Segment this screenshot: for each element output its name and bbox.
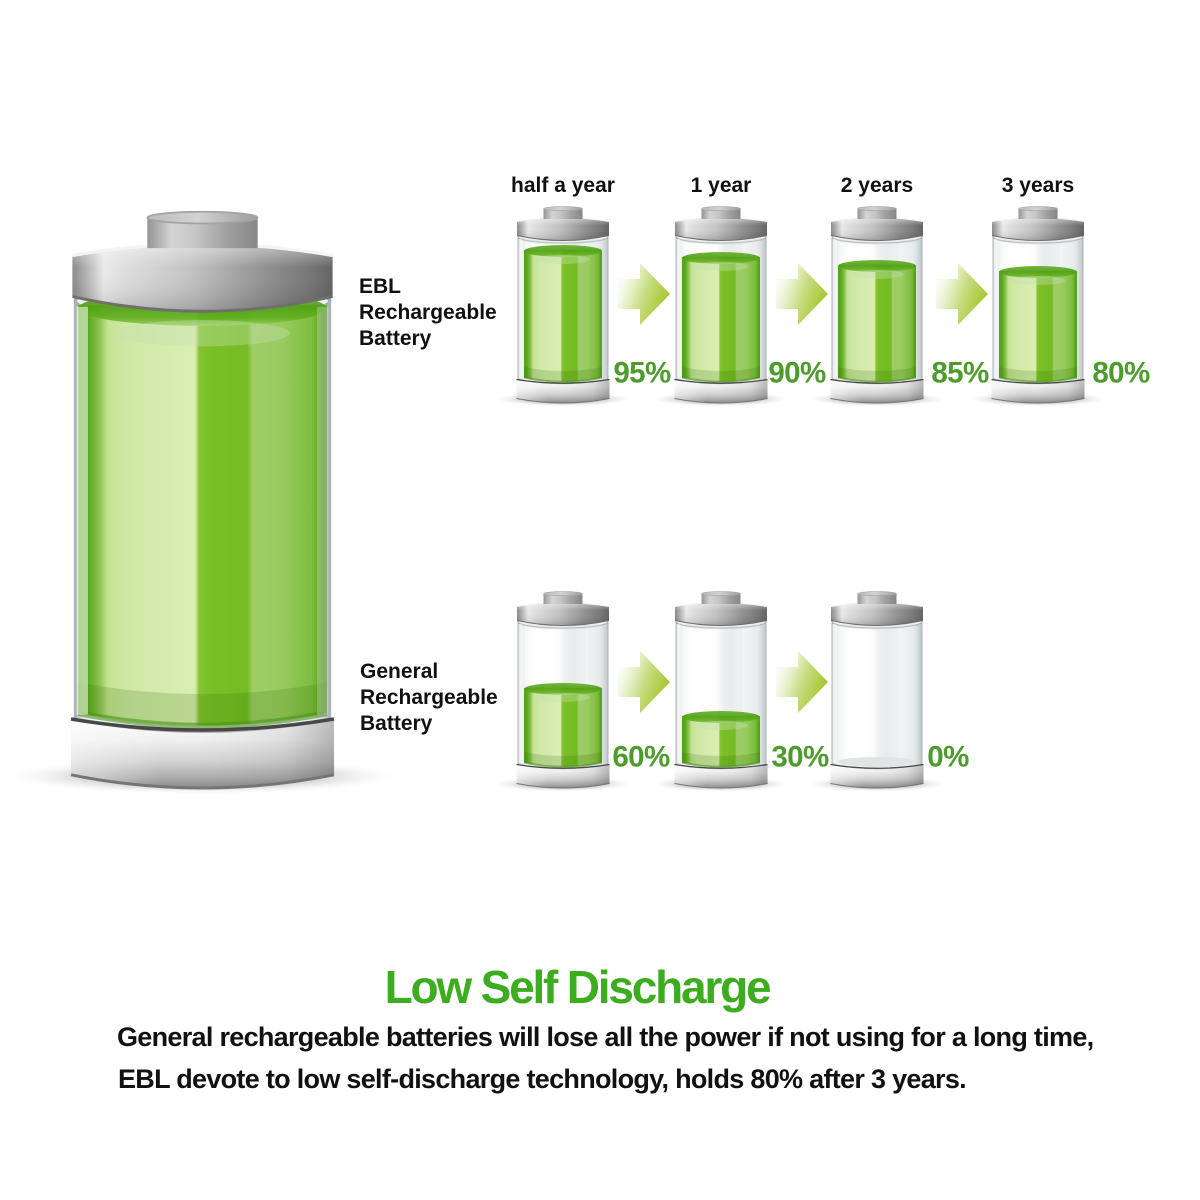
svg-text:95%: 95% [613,357,671,390]
svg-text:80%: 80% [1092,357,1150,390]
svg-text:Battery: Battery [360,712,433,735]
svg-text:30%: 30% [771,741,829,774]
svg-text:90%: 90% [768,357,826,390]
svg-text:3 years: 3 years [1002,174,1074,197]
svg-text:Low Self Discharge: Low Self Discharge [385,961,771,1013]
svg-text:0%: 0% [927,741,969,774]
svg-text:85%: 85% [931,357,989,390]
svg-text:Battery: Battery [359,327,432,350]
svg-text:General rechargeable batteries: General rechargeable batteries will lose… [117,1022,1093,1052]
svg-text:1 year: 1 year [691,174,752,197]
svg-text:Rechargeable: Rechargeable [359,301,497,324]
svg-text:General: General [360,660,438,683]
svg-text:EBL: EBL [359,275,401,298]
svg-text:2 years: 2 years [841,174,913,197]
svg-text:Rechargeable: Rechargeable [360,686,498,709]
svg-text:half a year: half a year [511,174,615,197]
svg-text:60%: 60% [612,741,670,774]
svg-text:EBL devote to low self-dischar: EBL devote to low self-discharge technol… [118,1064,966,1094]
